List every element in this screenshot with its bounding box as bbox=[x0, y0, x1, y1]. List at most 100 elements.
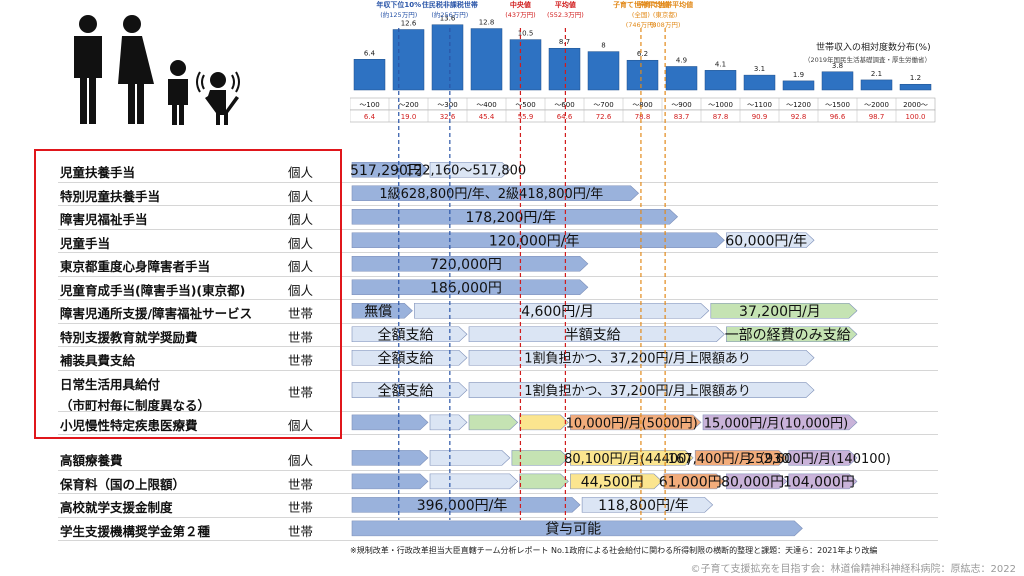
benefit-label: 貸与可能 bbox=[545, 522, 601, 538]
benefit-arrow bbox=[519, 414, 569, 431]
benefit-label: 4,600円/月 bbox=[521, 304, 594, 320]
benefit-arrow bbox=[468, 382, 815, 398]
benefit-arrow bbox=[581, 497, 714, 513]
histogram-value-label: 8 bbox=[601, 42, 605, 50]
benefit-arrow bbox=[726, 473, 788, 490]
benefit-label: 120,000円/年 bbox=[489, 234, 580, 250]
cumulative-label: 19.0 bbox=[401, 113, 417, 121]
row-unit: 世帯 bbox=[288, 523, 314, 539]
histogram-value-label: 12.8 bbox=[479, 19, 495, 27]
income-tick-label: ～2000 bbox=[864, 101, 889, 109]
benefit-arrow bbox=[570, 473, 663, 490]
cumulative-label: 83.7 bbox=[674, 113, 690, 121]
histogram-bar bbox=[431, 24, 464, 91]
benefit-arrow bbox=[351, 279, 589, 296]
benefit-arrow bbox=[570, 414, 702, 431]
cumulative-row-box bbox=[350, 109, 936, 123]
benefit-label: 252,600円/月(140100) bbox=[747, 452, 891, 467]
cumulative-label: 96.6 bbox=[830, 113, 846, 121]
benefit-label: 178,200円/年 bbox=[465, 210, 556, 226]
benefit-arrow bbox=[414, 302, 710, 319]
benefit-arrow bbox=[351, 161, 429, 178]
histogram-value-label: 3.8 bbox=[832, 62, 843, 70]
cumulative-label: 55.9 bbox=[518, 113, 534, 121]
histogram-subtitle: （2019年国民生活基礎調査・厚生労働省） bbox=[804, 56, 932, 64]
row-divider bbox=[58, 228, 938, 230]
histogram-bar bbox=[821, 71, 854, 91]
benefit-arrow bbox=[351, 326, 468, 343]
benefit-label: 全額支給 bbox=[378, 327, 434, 344]
benefit-arrow bbox=[468, 349, 815, 366]
row-label: 特別児童扶養手当 bbox=[60, 188, 161, 204]
income-tick-label: ～900 bbox=[671, 101, 691, 109]
histogram-bar bbox=[743, 74, 776, 91]
benefit-label: 517,290円 bbox=[350, 163, 422, 179]
benefit-label: 60,000円/年 bbox=[725, 234, 807, 250]
row-label: 児童育成手当(障害手当)(東京都) bbox=[60, 282, 246, 298]
row-unit: 個人 bbox=[288, 165, 314, 180]
histogram-value-label: 4.9 bbox=[676, 56, 687, 64]
benefit-label: 37,200円/月 bbox=[739, 304, 821, 320]
row-unit: 世帯 bbox=[288, 500, 314, 516]
benefit-arrow bbox=[726, 326, 858, 343]
row-unit: 世帯 bbox=[288, 306, 314, 321]
benefit-arrow bbox=[468, 414, 519, 431]
benefit-arrow bbox=[351, 414, 429, 431]
histogram-bar bbox=[626, 59, 659, 91]
benefit-label: 半額支給 bbox=[565, 328, 621, 344]
benefit-arrow bbox=[351, 302, 413, 319]
income-tick-label: ～100 bbox=[359, 101, 379, 109]
histogram-value-label: 6.2 bbox=[637, 50, 648, 58]
benefit-arrow bbox=[702, 414, 858, 431]
benefit-arrow bbox=[429, 473, 519, 490]
row-label: 高額療養費 bbox=[60, 453, 123, 469]
benefit-label: 720,000円 bbox=[430, 257, 502, 273]
cumulative-label: 72.6 bbox=[596, 113, 612, 121]
row-divider bbox=[58, 410, 938, 412]
row-label: 児童扶養手当 bbox=[60, 165, 136, 180]
benefit-label: 396,000円/年 bbox=[417, 498, 508, 514]
row-divider bbox=[58, 252, 938, 253]
benefit-label: 44,500円 bbox=[581, 475, 644, 491]
histogram-bar bbox=[470, 28, 503, 91]
cumulative-label: 87.8 bbox=[713, 113, 729, 121]
income-tick-label: ～1000 bbox=[708, 101, 733, 109]
benefit-label: 一部の経費のみ支給 bbox=[725, 328, 851, 344]
income-histogram-svg: 6.4 12.6 13.6 12.8 10.5 8.7 8 6.2 4.9 4.1 3.1 1.9 3.… bbox=[350, 15, 936, 123]
row-label: 学生支援機構奨学金第２種 bbox=[60, 523, 211, 539]
benefit-label: 無償 bbox=[364, 304, 392, 320]
row-label: 保育料（国の上限額） bbox=[60, 476, 186, 492]
histogram-bar bbox=[899, 83, 932, 91]
benefit-label: 80,000円 bbox=[721, 475, 784, 491]
row-label: 障害児福祉手当 bbox=[60, 212, 148, 227]
benefit-label: 全額支給 bbox=[378, 382, 434, 399]
benefit-label: 1割負担かつ、37,200円/月上限額あり bbox=[524, 351, 751, 367]
row-divider bbox=[58, 205, 938, 206]
cumulative-label: 98.7 bbox=[869, 113, 885, 121]
benefit-label: 167,400円/月（93000 bbox=[668, 452, 807, 467]
income-tick-label: 2000～ bbox=[903, 101, 928, 109]
histogram-value-label: 1.2 bbox=[910, 74, 921, 82]
income-tick-label: ～700 bbox=[593, 101, 613, 109]
histogram-value-label: 12.6 bbox=[401, 20, 417, 28]
histogram-bar bbox=[548, 47, 581, 91]
histogram-value-label: 10.5 bbox=[518, 30, 534, 38]
benefit-arrow bbox=[519, 473, 569, 490]
benefit-arrow bbox=[351, 185, 640, 202]
cumulative-label: 78.8 bbox=[635, 113, 651, 121]
benefit-arrow bbox=[429, 161, 511, 178]
row-label-sub: （市町村毎に制度異なる） bbox=[60, 397, 211, 413]
benefit-label: 1割負担かつ、37,200円/月上限額あり bbox=[524, 383, 751, 399]
family-icon bbox=[74, 15, 240, 125]
benefit-arrow bbox=[694, 450, 788, 466]
row-divider bbox=[58, 540, 938, 542]
income-tick-label: ～400 bbox=[476, 101, 496, 109]
income-tick-label: ～1100 bbox=[747, 101, 772, 109]
row-unit: 世帯 bbox=[288, 476, 314, 492]
benefit-label: 全額支給 bbox=[378, 350, 434, 367]
row-label: 東京都重度心身障害者手当 bbox=[60, 259, 211, 274]
benefit-arrow bbox=[429, 450, 511, 466]
income-tick-label: ～500 bbox=[515, 101, 535, 109]
benefit-arrow bbox=[351, 208, 679, 225]
benefit-label: 104,000円 bbox=[783, 475, 855, 491]
